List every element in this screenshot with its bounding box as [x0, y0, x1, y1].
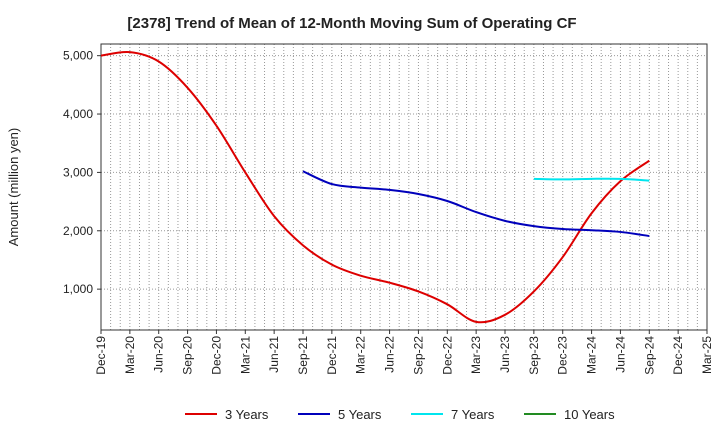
y-tick-label: 5,000 — [63, 49, 93, 63]
x-tick-label: Dec-23 — [556, 336, 570, 375]
x-tick-label: Mar-20 — [123, 336, 137, 374]
x-tick-label: Mar-22 — [354, 336, 368, 374]
series-line-5-years — [302, 170, 650, 238]
x-tick-label: Mar-23 — [469, 336, 483, 374]
x-tick-label: Sep-23 — [527, 336, 541, 375]
x-tick-label: Mar-25 — [700, 336, 714, 374]
series-lines — [100, 51, 650, 324]
legend-label-3-years: 3 Years — [225, 407, 269, 422]
x-tick-label: Mar-21 — [238, 336, 252, 374]
x-tick-label: Sep-20 — [181, 336, 195, 375]
plot-frame — [100, 43, 708, 331]
x-tick-label: Mar-24 — [585, 336, 599, 374]
x-tick-label: Jun-21 — [267, 336, 281, 373]
x-tick-label: Dec-19 — [94, 336, 108, 375]
y-tick-label: 4,000 — [63, 107, 93, 121]
series-line-7-years — [533, 177, 650, 182]
series-line-3-years — [100, 51, 650, 324]
x-tick-label: Jun-20 — [152, 336, 166, 373]
x-tick-label: Dec-24 — [671, 336, 685, 375]
legend-label-10-years: 10 Years — [564, 407, 615, 422]
x-tick-label: Sep-21 — [296, 336, 310, 375]
x-tick-label: Jun-24 — [613, 336, 627, 373]
y-tick-label: 3,000 — [63, 165, 93, 179]
y-axis: 1,000 2,000 3,000 4,000 5,000 — [63, 49, 101, 296]
y-tick-label: 1,000 — [63, 282, 93, 296]
x-axis: Dec-19 Mar-20 Jun-20 Sep-20 Dec-20 Mar-21 Jun-… — [94, 330, 714, 375]
x-tick-label: Dec-22 — [440, 336, 454, 375]
x-tick-label: Sep-24 — [642, 336, 656, 375]
legend-label-5-years: 5 Years — [338, 407, 382, 422]
y-axis-label: Amount (million yen) — [6, 128, 21, 247]
x-tick-label: Jun-23 — [498, 336, 512, 373]
x-tick-label: Dec-20 — [209, 336, 223, 375]
legend: 3 Years 5 Years 7 Years 10 Years — [185, 407, 615, 422]
chart-title: [2378] Trend of Mean of 12-Month Moving … — [127, 15, 576, 32]
x-tick-label: Sep-22 — [411, 336, 425, 375]
x-tick-label: Jun-22 — [383, 336, 397, 373]
legend-label-7-years: 7 Years — [451, 407, 495, 422]
y-tick-label: 2,000 — [63, 224, 93, 238]
x-tick-label: Dec-21 — [325, 336, 339, 375]
